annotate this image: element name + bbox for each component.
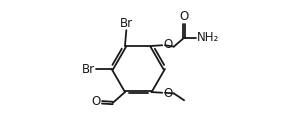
Text: O: O <box>163 38 172 51</box>
Text: O: O <box>91 95 100 108</box>
Text: Br: Br <box>82 63 95 75</box>
Text: O: O <box>180 10 189 23</box>
Text: NH₂: NH₂ <box>197 31 219 44</box>
Text: O: O <box>163 87 172 100</box>
Text: Br: Br <box>120 17 133 30</box>
